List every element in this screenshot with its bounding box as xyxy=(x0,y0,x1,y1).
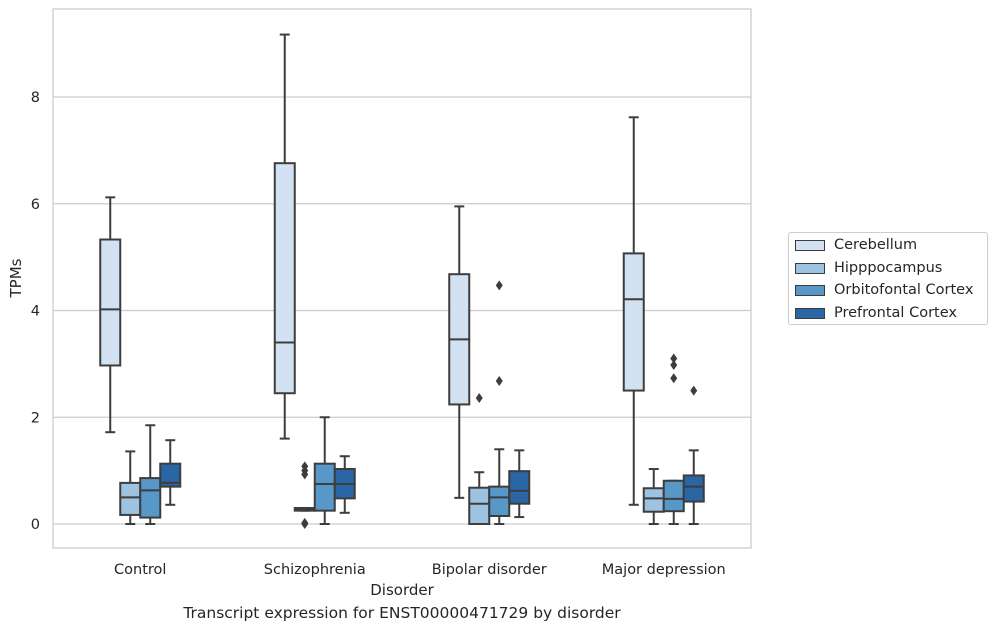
x-tick-label: Bipolar disorder xyxy=(432,562,547,578)
outlier-point xyxy=(670,353,678,364)
box-iqr xyxy=(468,486,491,525)
box-2-2 xyxy=(488,280,511,525)
gridlines xyxy=(53,96,751,525)
box-1-2 xyxy=(468,393,491,525)
y-axis-title: TPMs xyxy=(7,258,25,298)
box-iqr xyxy=(159,462,182,488)
chart-caption: Transcript expression for ENST0000047172… xyxy=(183,604,621,622)
box-iqr xyxy=(682,474,705,503)
outlier-point xyxy=(301,461,309,472)
outlier-point xyxy=(670,373,678,384)
outlier-point xyxy=(475,393,483,404)
outlier-point xyxy=(301,517,309,528)
x-tick-label: Schizophrenia xyxy=(264,562,366,578)
legend-label: Prefrontal Cortex xyxy=(834,305,957,321)
legend-swatch xyxy=(795,262,825,274)
box-0-2 xyxy=(448,205,471,499)
box-3-1 xyxy=(333,455,356,514)
box-iqr xyxy=(273,162,296,395)
x-tick-labels: Control Schizophrenia Bipolar disorder Majo… xyxy=(114,562,726,578)
legend: Cerebellum Hipppocampus Orbitofontal Cor… xyxy=(788,232,988,325)
box-iqr xyxy=(662,479,685,513)
outlier-point xyxy=(495,280,503,291)
box-3-0 xyxy=(159,439,182,506)
legend-swatch xyxy=(795,307,825,319)
box-0-0 xyxy=(99,196,122,434)
legend-swatch xyxy=(795,284,825,296)
legend-swatch xyxy=(795,239,825,251)
box-1-3 xyxy=(642,468,665,525)
y-tick-labels: 0 2 4 6 8 xyxy=(31,90,40,533)
y-tick-label: 4 xyxy=(31,304,40,320)
box-2-0 xyxy=(139,424,162,525)
x-tick-label: Major depression xyxy=(602,562,726,578)
x-axis-title: Disorder xyxy=(370,581,434,599)
box-iqr xyxy=(622,252,645,392)
legend-item-orbitofrontal: Orbitofontal Cortex xyxy=(795,280,973,300)
outlier-point xyxy=(690,385,698,396)
box-iqr xyxy=(99,238,122,367)
box-iqr xyxy=(313,462,336,512)
box-0-3 xyxy=(622,116,645,506)
box-2-3 xyxy=(662,353,685,525)
box-iqr xyxy=(488,485,511,517)
legend-item-cerebellum: Cerebellum xyxy=(795,235,917,255)
outlier-point xyxy=(495,375,503,386)
box-3-3 xyxy=(682,385,705,525)
box-layer xyxy=(99,33,705,529)
legend-item-prefrontal: Prefrontal Cortex xyxy=(795,303,957,323)
outlier-point xyxy=(670,359,678,370)
y-tick-label: 2 xyxy=(31,410,40,426)
x-tick-label: Control xyxy=(114,562,166,578)
box-iqr xyxy=(139,477,162,519)
legend-item-hippocampus: Hipppocampus xyxy=(795,258,942,278)
y-tick-label: 0 xyxy=(31,517,40,533)
box-3-2 xyxy=(508,449,531,519)
box-1-1 xyxy=(293,461,316,529)
y-tick-label: 6 xyxy=(31,197,40,213)
box-iqr xyxy=(119,481,142,516)
box-iqr xyxy=(508,470,531,505)
legend-label: Orbitofontal Cortex xyxy=(834,282,974,298)
y-tick-label: 8 xyxy=(31,90,40,106)
box-2-1 xyxy=(313,416,336,525)
plot-frame xyxy=(52,8,752,549)
box-iqr xyxy=(642,487,665,513)
legend-label: Hipppocampus xyxy=(834,260,943,276)
box-1-0 xyxy=(119,450,142,525)
box-0-1 xyxy=(273,33,296,440)
legend-label: Cerebellum xyxy=(834,237,918,253)
